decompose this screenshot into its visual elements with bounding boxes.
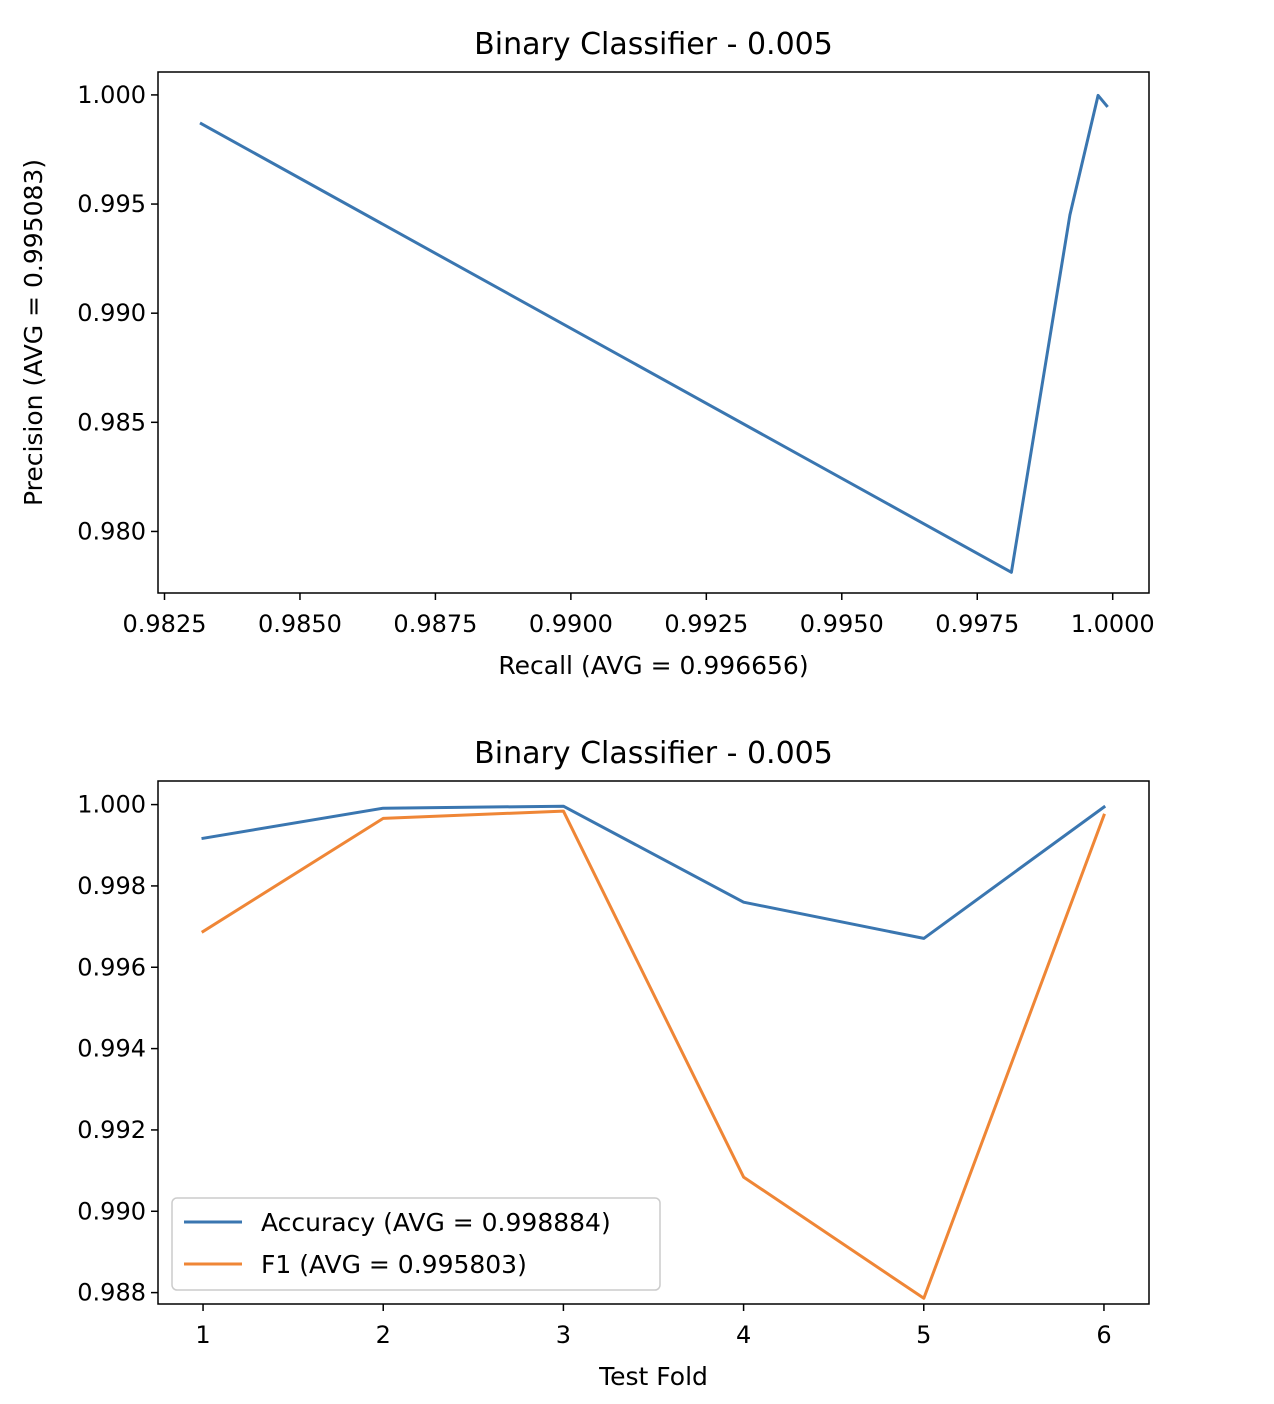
x-tick-label: 0.9875: [393, 610, 477, 638]
plot-frame: [157, 780, 1150, 1305]
x-tick-label: 0.9925: [664, 610, 748, 638]
x-tick-label: 3: [556, 1321, 571, 1349]
x-tick-label: 0.9975: [935, 610, 1019, 638]
x-tick-label: 0.9950: [800, 610, 884, 638]
legend-entry: F1 (AVG = 0.995803): [261, 1250, 527, 1279]
legend-entry: Accuracy (AVG = 0.998884): [261, 1208, 611, 1237]
y-tick-label: 0.985: [77, 408, 146, 436]
y-tick-label: 0.980: [77, 517, 146, 545]
legend-box: [171, 1197, 661, 1291]
plot-frame: [157, 71, 1150, 594]
x-tick-label: 0.9850: [258, 610, 342, 638]
y-tick-label: 0.998: [77, 872, 146, 900]
chart-panel-2: Binary Classifier - 0.005 1 2 3 4 5 6 0.988 0.99…: [77, 736, 1150, 1391]
x-tick-label: 0.9825: [123, 610, 207, 638]
y-tick-label: 0.994: [77, 1035, 146, 1063]
x-tick-label: 2: [376, 1321, 391, 1349]
chart-title: Binary Classifier - 0.005: [474, 27, 833, 62]
x-tick-label: 1: [195, 1321, 210, 1349]
y-tick-label: 0.988: [77, 1279, 146, 1307]
x-axis-label: Recall (AVG = 0.996656): [498, 651, 808, 680]
chart-panel-1: Binary Classifier - 0.005 0.9825 0.9850 0.9…: [19, 27, 1155, 680]
x-tick-label: 0.9900: [529, 610, 613, 638]
y-tick-label: 0.992: [77, 1116, 146, 1144]
x-tick-label: 4: [736, 1321, 751, 1349]
x-axis-label: Test Fold: [598, 1362, 708, 1391]
y-tick-label: 1.000: [77, 791, 146, 819]
x-tick-label: 6: [1096, 1321, 1111, 1349]
y-tick-label: 0.990: [77, 1197, 146, 1225]
y-tick-label: 0.990: [77, 299, 146, 327]
legend: Accuracy (AVG = 0.998884) F1 (AVG = 0.995…: [171, 1197, 661, 1291]
series-line-1: [199, 93, 1109, 574]
y-tick-label: 1.000: [77, 81, 146, 109]
y-tick-label: 0.995: [77, 190, 146, 218]
chart-title: Binary Classifier - 0.005: [474, 736, 833, 771]
x-tick-label: 1.0000: [1071, 610, 1155, 638]
series-line-accuracy: [201, 804, 1107, 940]
series-line-f1: [200, 809, 1106, 1300]
y-tick-label: 0.996: [77, 953, 146, 981]
x-tick-label: 5: [916, 1321, 931, 1349]
y-axis-label: Precision (AVG = 0.995083): [19, 159, 48, 506]
